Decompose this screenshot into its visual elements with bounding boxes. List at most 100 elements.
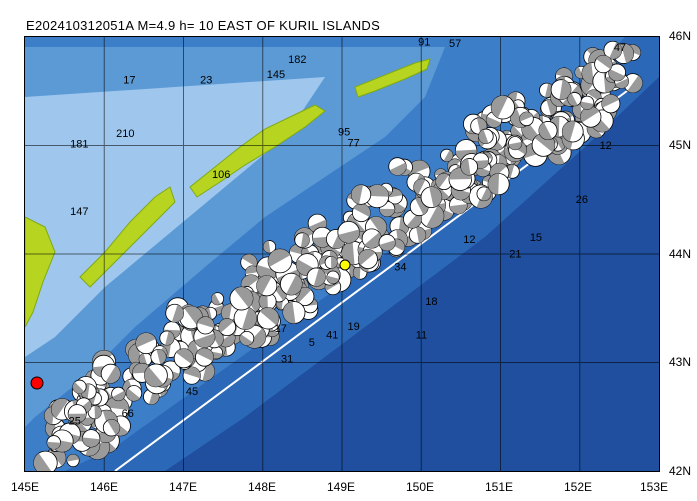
lat-label-46n: 46N (668, 29, 691, 43)
event-labels: 1723210181147182145957710491575043472712… (69, 37, 626, 427)
event-label: 91 (418, 37, 430, 49)
event-label: 41 (326, 330, 338, 342)
focal-mechanism-ball (258, 292, 277, 311)
focal-mechanism-ball (135, 332, 158, 355)
focal-mechanism-ball (263, 240, 277, 254)
focal-mechanism-ball (282, 301, 306, 324)
event-label: 12 (600, 140, 612, 152)
map-frame: 1723210181147182145957710491575043472712… (24, 36, 660, 472)
focal-mechanism-ball (82, 429, 101, 448)
focal-mechanism-ball (159, 330, 175, 346)
lon-label-153e: 153E (639, 480, 669, 494)
focal-mechanism-ball (508, 136, 523, 151)
lon-label-151e: 151E (484, 480, 514, 494)
main-event-yellow (339, 259, 351, 271)
focal-mechanism-ball (239, 330, 255, 346)
focal-mechanism-ball (378, 234, 396, 252)
focal-mechanism-ball (420, 186, 443, 209)
focal-mechanism-ball (580, 106, 602, 128)
event-label: 182 (288, 54, 306, 66)
lon-label-147e: 147E (168, 480, 198, 494)
focal-mechanism-ball (435, 173, 453, 191)
focal-mechanism-ball (33, 450, 58, 471)
lon-label-149e: 149E (326, 480, 356, 494)
event-label: 77 (348, 138, 360, 150)
focal-mechanism-ball (102, 419, 121, 437)
focal-mechanism-ball (601, 94, 621, 114)
event-label: 31 (281, 354, 293, 366)
focal-mechanism-ball (361, 228, 382, 249)
focal-mechanism-ball (233, 306, 257, 330)
focal-mechanism-ball (294, 232, 310, 248)
event-label: 23 (200, 75, 212, 87)
event-label: 34 (394, 261, 406, 273)
focal-mechanism-ball (211, 292, 225, 306)
map-title: E202410312051A M=4.9 h= 10 EAST OF KURIL… (26, 18, 381, 33)
focal-mechanism-ball (67, 404, 87, 424)
lon-label-145e: 145E (10, 480, 40, 494)
event-label: 11 (416, 330, 427, 342)
lon-label-146e: 146E (89, 480, 119, 494)
land-iturup (189, 104, 326, 198)
focal-mechanism-ball (351, 203, 371, 223)
event-label: 45 (186, 386, 198, 398)
land-hokkaido-tip (25, 216, 56, 328)
event-label: 145 (267, 69, 285, 81)
event-label: 18 (425, 296, 437, 308)
focal-mechanism-ball (87, 405, 102, 420)
event-label: 17 (275, 323, 287, 335)
lat-label-43n: 43N (668, 355, 691, 369)
focal-mechanism-ball (173, 348, 194, 369)
focal-mechanism-ball (100, 363, 121, 384)
focal-mechanism-ball (478, 128, 494, 145)
focal-mechanism-ball (326, 270, 340, 284)
event-label: 15 (530, 232, 542, 244)
lat-label-42n: 42N (668, 464, 691, 478)
event-label: 66 (122, 408, 134, 420)
focal-mechanism-ball (357, 249, 378, 270)
focal-mechanism-ball (538, 121, 558, 140)
event-label: 47 (614, 42, 626, 54)
lon-label-152e: 152E (563, 480, 593, 494)
focal-mechanism-ball (324, 255, 338, 269)
focal-mechanism-ball (218, 318, 237, 337)
focal-mechanism-ball (150, 348, 167, 365)
focal-mechanism-ball (46, 435, 61, 450)
focal-mechanism-ball (550, 79, 572, 100)
focal-mechanism-ball (182, 366, 201, 385)
focal-mechanism-ball (256, 275, 278, 297)
event-label: 147 (70, 206, 88, 218)
focal-mechanism-ball (144, 363, 168, 388)
focal-mechanism-ball (337, 220, 360, 244)
focal-mechanism-ball (365, 184, 390, 209)
focal-mechanism-ball (594, 54, 613, 74)
focal-mechanism-ball (487, 173, 510, 196)
focal-mechanism-ball (460, 158, 479, 176)
lat-label-44n: 44N (668, 247, 691, 261)
event-label: 25 (69, 415, 81, 427)
focal-mechanism-ball (279, 272, 303, 296)
focal-mechanisms (33, 40, 643, 471)
event-label: 106 (212, 169, 230, 181)
lon-label-148e: 148E (247, 480, 277, 494)
lon-label-150e: 150E (405, 480, 435, 494)
lat-label-45n: 45N (668, 138, 691, 152)
focal-mechanism-ball (440, 148, 454, 162)
focal-mechanism-ball (567, 92, 582, 107)
focal-mechanism-ball (196, 316, 215, 335)
event-label: 17 (123, 75, 135, 87)
focal-mechanism-ball (603, 40, 623, 60)
event-label: 21 (509, 248, 521, 260)
event-label: 5 (309, 337, 315, 349)
event-label: 181 (70, 139, 88, 151)
focal-mechanism-ball (388, 157, 407, 176)
focal-mechanism-ball (267, 248, 293, 274)
event-red (30, 376, 44, 390)
focal-mechanism-ball (165, 303, 185, 323)
focal-mechanism-ball (72, 379, 87, 394)
event-label: 19 (348, 321, 360, 333)
focal-mechanism-ball (256, 307, 280, 330)
focal-mechanism-ball (229, 286, 254, 311)
focal-mechanism-ball (490, 95, 515, 120)
focal-mechanism-ball (306, 267, 326, 287)
